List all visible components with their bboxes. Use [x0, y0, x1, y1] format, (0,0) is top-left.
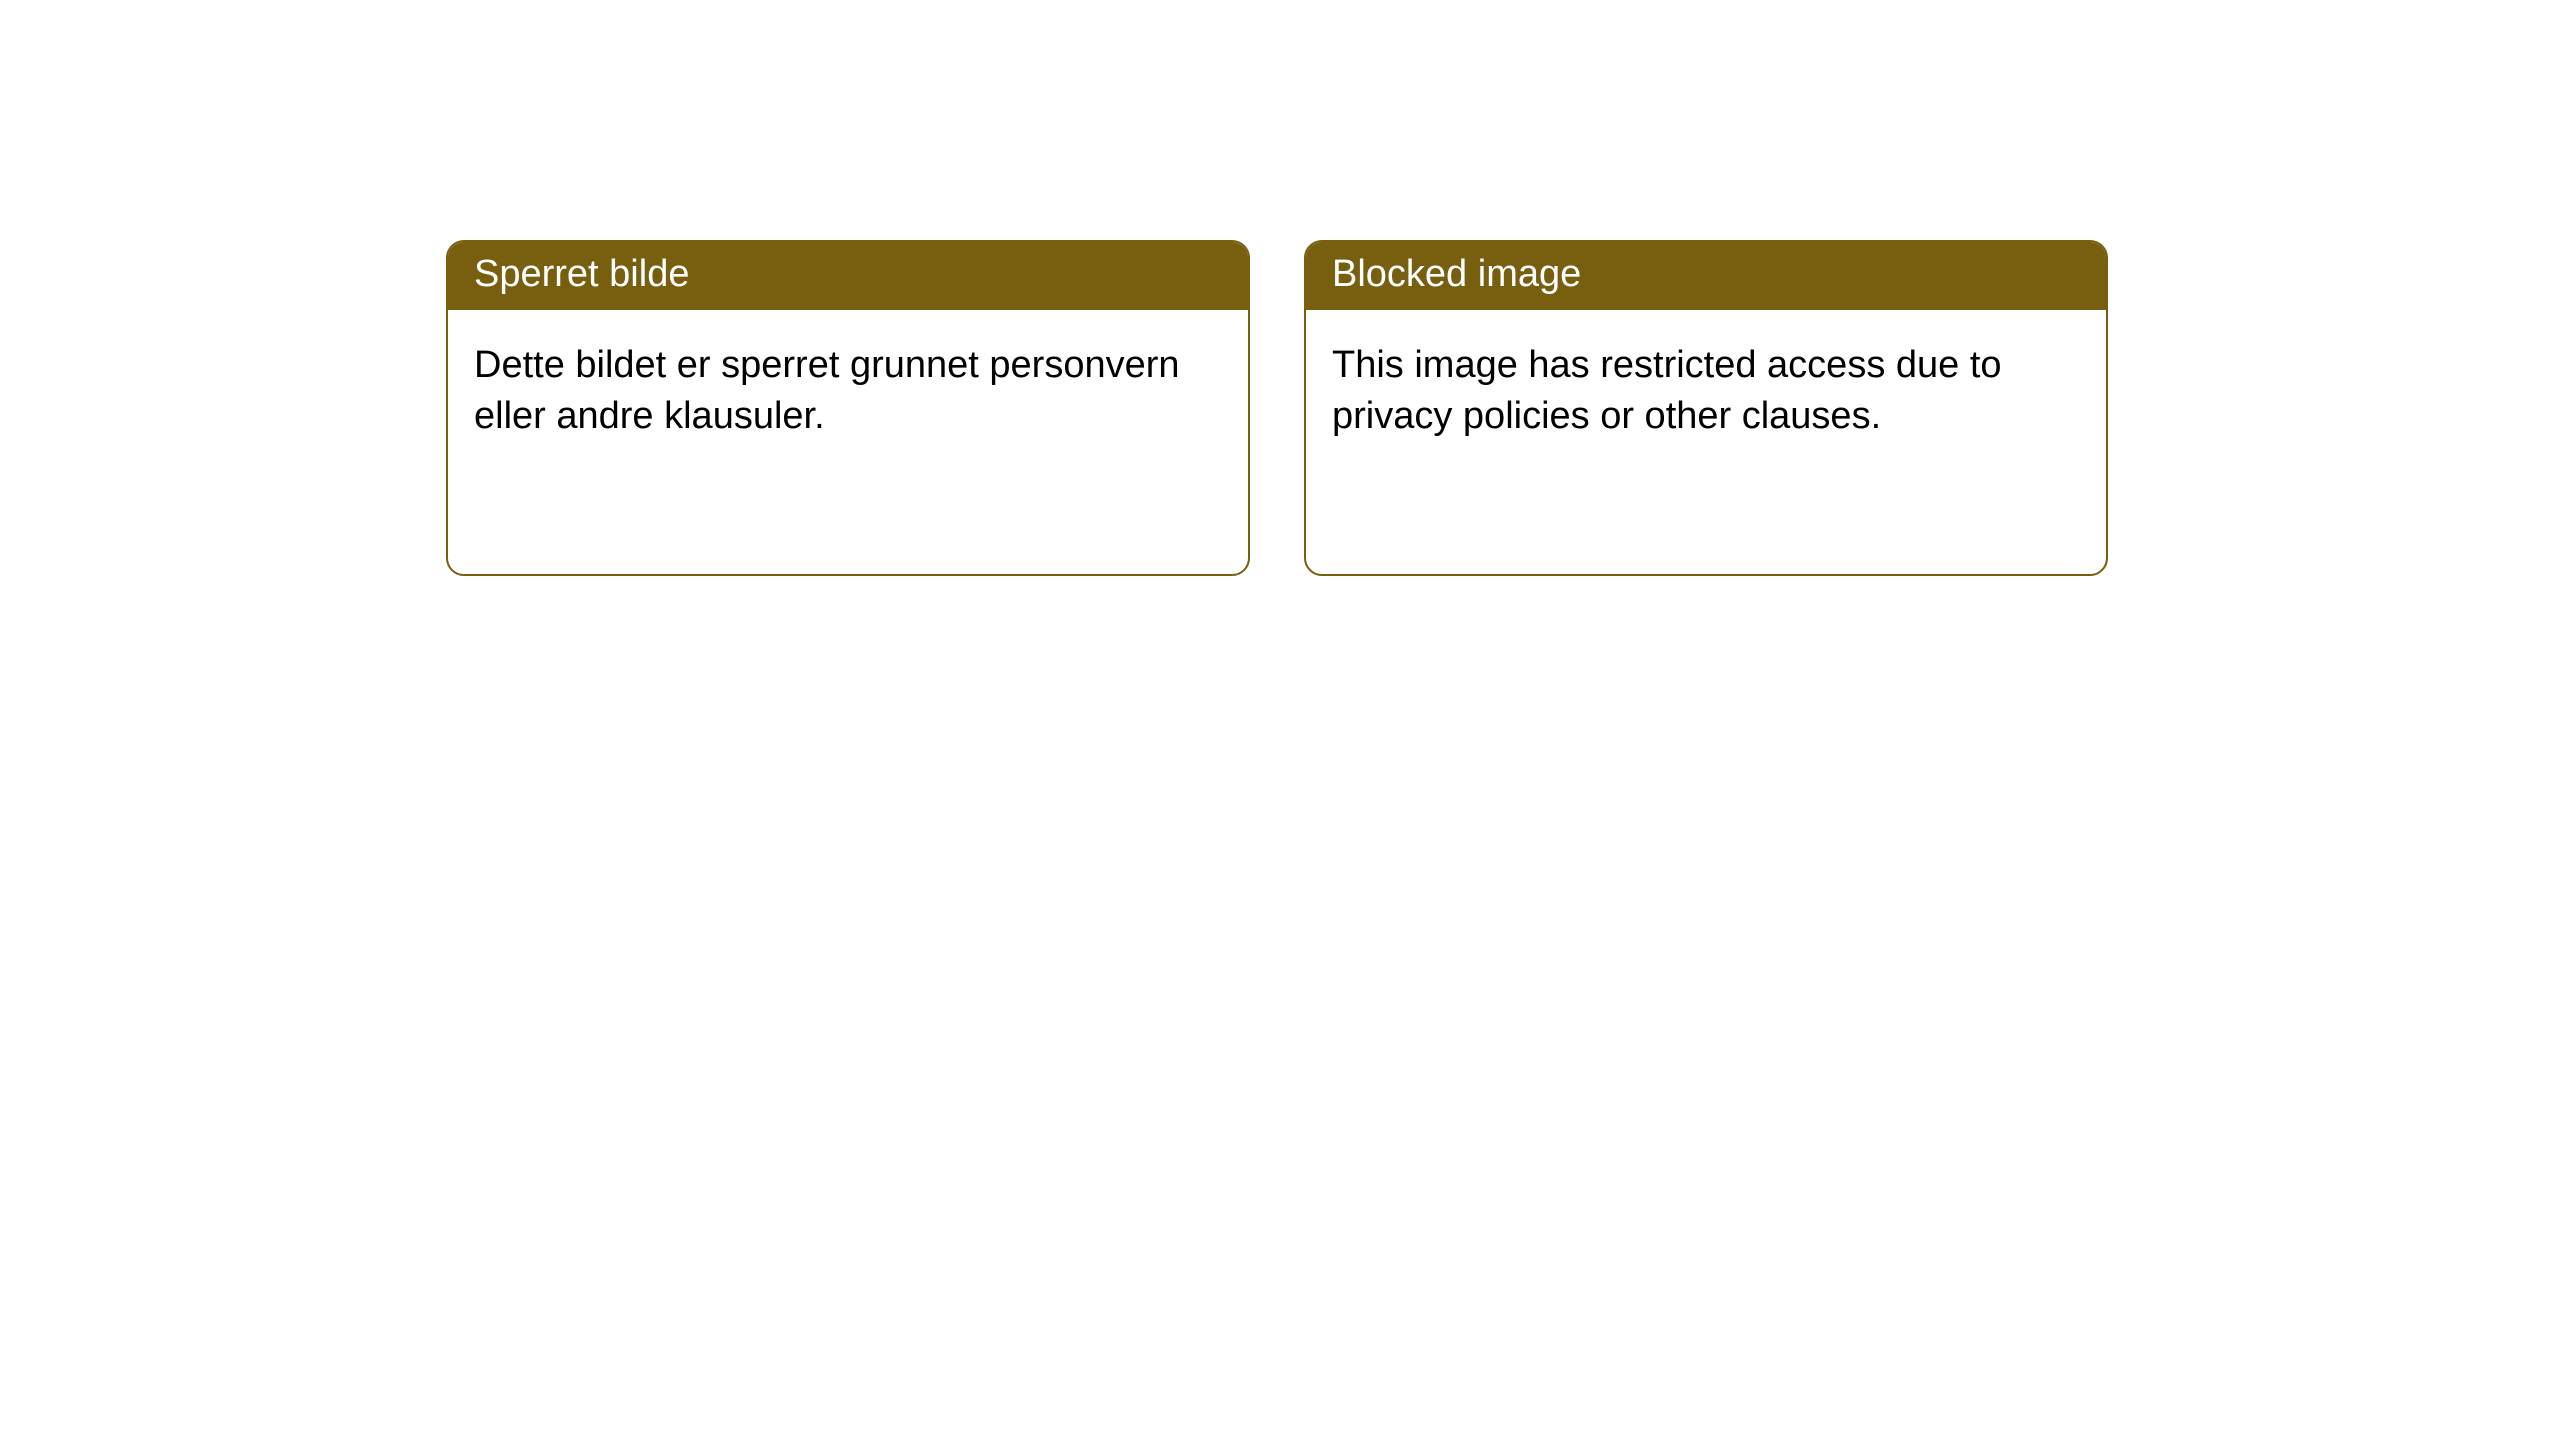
notice-body: This image has restricted access due to … [1306, 310, 2106, 473]
notice-header: Sperret bilde [448, 242, 1248, 310]
notice-header-text: Blocked image [1332, 253, 1581, 295]
notice-card-english: Blocked image This image has restricted … [1304, 240, 2108, 576]
notice-header: Blocked image [1306, 242, 2106, 310]
notice-card-norwegian: Sperret bilde Dette bildet er sperret gr… [446, 240, 1250, 576]
notice-container: Sperret bilde Dette bildet er sperret gr… [0, 0, 2560, 576]
notice-body-text: Dette bildet er sperret grunnet personve… [474, 340, 1222, 443]
notice-body: Dette bildet er sperret grunnet personve… [448, 310, 1248, 473]
notice-header-text: Sperret bilde [474, 253, 689, 295]
notice-body-text: This image has restricted access due to … [1332, 340, 2080, 443]
